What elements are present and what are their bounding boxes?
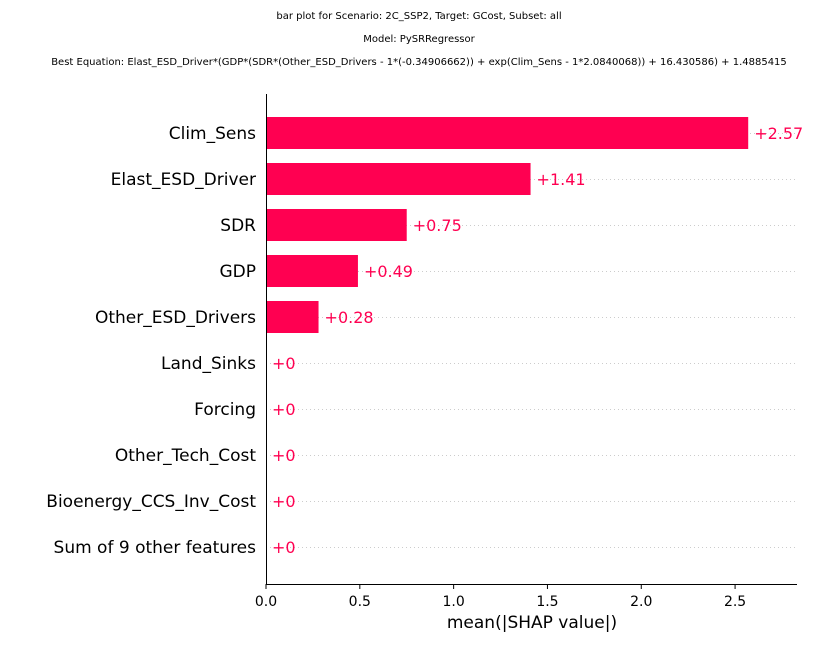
category-label-forcing: Forcing	[194, 400, 256, 420]
x-tick-label-0: 0.0	[255, 594, 277, 610]
x-axis-ticks: 0.0 0.5 1.0 1.5 2.0 2.5	[255, 584, 746, 610]
chart-title-model: Model: PySRRegressor	[363, 34, 475, 45]
value-label-gdp: +0.49	[364, 262, 413, 281]
value-label-other-esd-drivers: +0.28	[325, 308, 374, 327]
chart-title-equation: Best Equation: Elast_ESD_Driver*(GDP*(SD…	[51, 57, 787, 68]
value-label-forcing: +0	[272, 400, 296, 419]
value-label-bioenergy-ccs-inv-cost: +0	[272, 492, 296, 511]
value-label-land-sinks: +0	[272, 354, 296, 373]
bar-gdp	[267, 255, 358, 287]
category-label-clim-sens: Clim_Sens	[169, 124, 256, 144]
bar-other-esd-drivers	[267, 301, 319, 333]
value-label-sum-of-9-other-features: +0	[272, 538, 296, 557]
x-tick-label-2: 1.0	[442, 594, 464, 610]
bar-elast-esd-driver	[267, 163, 531, 195]
category-label-other-tech-cost: Other_Tech_Cost	[115, 446, 256, 466]
chart-title-scenario: bar plot for Scenario: 2C_SSP2, Target: …	[276, 11, 561, 22]
category-label-gdp: GDP	[219, 262, 256, 282]
x-tick-label-3: 1.5	[536, 594, 558, 610]
category-label-bioenergy-ccs-inv-cost: Bioenergy_CCS_Inv_Cost	[46, 492, 256, 512]
row-gridlines	[266, 133, 797, 548]
category-label-sdr: SDR	[220, 216, 256, 236]
x-tick-label-5: 2.5	[724, 594, 746, 610]
value-label-sdr: +0.75	[413, 216, 462, 235]
bar-clim-sens	[267, 117, 749, 149]
bar-sdr	[267, 209, 407, 241]
value-label-other-tech-cost: +0	[272, 446, 296, 465]
bars	[267, 117, 749, 333]
category-label-sum-of-9-other-features: Sum of 9 other features	[54, 538, 257, 558]
x-axis-label: mean(|SHAP value|)	[447, 613, 617, 633]
chart-title-group: bar plot for Scenario: 2C_SSP2, Target: …	[51, 11, 787, 68]
value-label-clim-sens: +2.57	[754, 124, 803, 143]
x-tick-label-4: 2.0	[630, 594, 652, 610]
value-labels: +2.57 +1.41 +0.75 +0.49 +0.28 +0 +0 +0 +0 +0	[272, 124, 803, 557]
category-label-land-sinks: Land_Sinks	[161, 354, 256, 374]
category-labels: Clim_Sens Elast_ESD_Driver SDR GDP Other_ESD…	[46, 124, 256, 558]
category-label-other-esd-drivers: Other_ESD_Drivers	[95, 308, 256, 328]
x-tick-label-1: 0.5	[349, 594, 371, 610]
value-label-elast-esd-driver: +1.41	[537, 170, 586, 189]
axes	[266, 94, 797, 585]
category-label-elast-esd-driver: Elast_ESD_Driver	[111, 170, 256, 190]
